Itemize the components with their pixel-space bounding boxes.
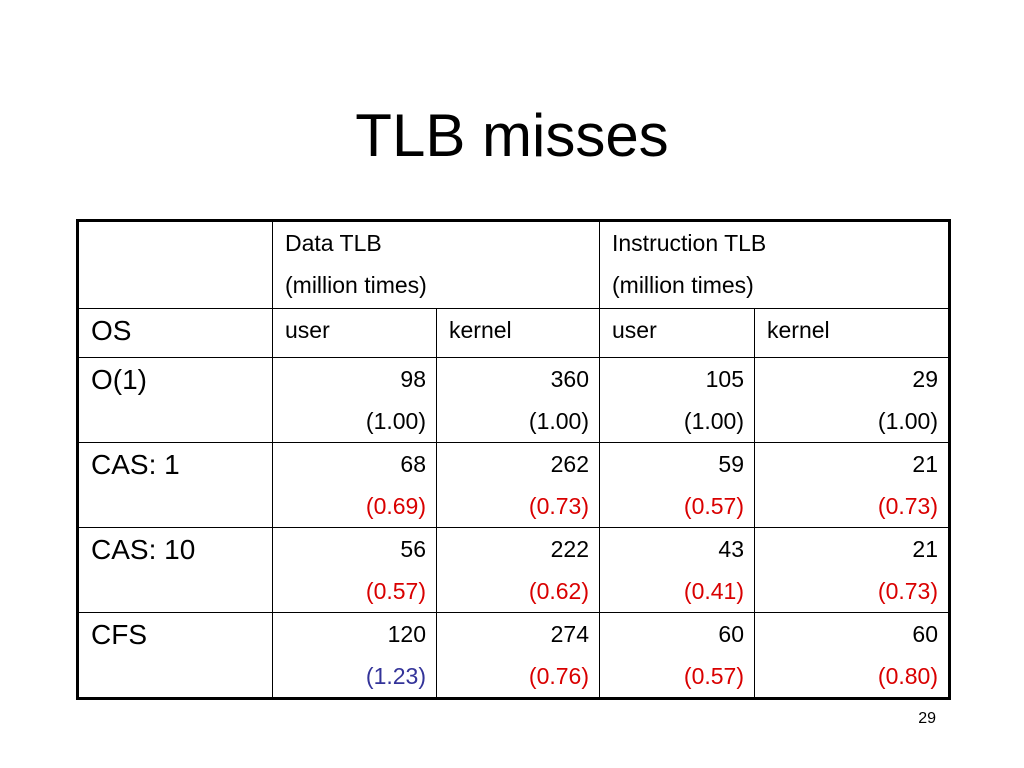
ratio: (1.00): [365, 408, 426, 434]
data-tlb-header-line1: Data TLB: [285, 230, 382, 256]
table-subheader-row: OS user kernel user kernel: [77, 308, 951, 358]
row-label: CFS: [77, 612, 273, 699]
miss-count: 360: [550, 366, 589, 392]
value-cell: 56 (0.57): [272, 527, 437, 613]
value-cell: 60 (0.57): [599, 612, 755, 699]
ratio: (0.73): [877, 493, 939, 519]
ratio: (0.57): [683, 663, 744, 689]
value-cell: 43 (0.41): [599, 527, 755, 613]
tlb-misses-table: Data TLB (million times) Instruction TLB…: [76, 219, 952, 700]
os-label: OS: [77, 308, 273, 358]
table-row: CAS: 1 68 (0.69) 262 (0.73) 59 (0.57) 21 (0.73): [77, 442, 951, 528]
ratio: (0.80): [877, 663, 939, 689]
instruction-tlb-header-line2: (million times): [612, 272, 754, 298]
value-cell: 21 (0.73): [753, 442, 951, 528]
ratio: (0.73): [528, 493, 589, 519]
miss-count: 21: [912, 451, 939, 477]
value-cell: 60 (0.80): [753, 612, 951, 699]
miss-count: 60: [718, 621, 744, 647]
subheader-data-user: user: [272, 308, 437, 358]
miss-count: 43: [718, 536, 744, 562]
value-cell: 98 (1.00): [272, 357, 437, 443]
value-cell: 274 (0.76): [436, 612, 600, 699]
empty-corner-cell: [77, 220, 273, 309]
ratio: (0.62): [528, 578, 589, 604]
miss-count: 274: [550, 621, 589, 647]
value-cell: 120 (1.23): [272, 612, 437, 699]
ratio: (1.23): [365, 663, 426, 689]
ratio: (0.41): [683, 578, 744, 604]
miss-count: 56: [400, 536, 426, 562]
miss-count: 222: [550, 536, 589, 562]
miss-count: 98: [400, 366, 426, 392]
miss-count: 60: [912, 621, 939, 647]
ratio: (1.00): [683, 408, 744, 434]
slide-title: TLB misses: [355, 102, 669, 169]
subheader-instruction-user: user: [599, 308, 755, 358]
miss-count: 105: [705, 366, 744, 392]
miss-count: 59: [718, 451, 744, 477]
value-cell: 105 (1.00): [599, 357, 755, 443]
value-cell: 29 (1.00): [753, 357, 951, 443]
miss-count: 120: [387, 621, 426, 647]
ratio: (0.57): [365, 578, 426, 604]
table-row: CAS: 10 56 (0.57) 222 (0.62) 43 (0.41) 21 (0.73): [77, 527, 951, 613]
data-tlb-header: Data TLB (million times): [272, 220, 600, 309]
row-label: CAS: 1: [77, 442, 273, 528]
data-tlb-header-line2: (million times): [285, 272, 427, 298]
value-cell: 59 (0.57): [599, 442, 755, 528]
subheader-data-kernel: kernel: [436, 308, 600, 358]
value-cell: 222 (0.62): [436, 527, 600, 613]
table-row: CFS 120 (1.23) 274 (0.76) 60 (0.57) 60 (0.80): [77, 612, 951, 699]
miss-count: 21: [912, 536, 939, 562]
value-cell: 21 (0.73): [753, 527, 951, 613]
row-label: CAS: 10: [77, 527, 273, 613]
ratio: (1.00): [528, 408, 589, 434]
miss-count: 262: [550, 451, 589, 477]
subheader-instruction-kernel: kernel: [753, 308, 951, 358]
ratio: (1.00): [877, 408, 939, 434]
ratio: (0.76): [528, 663, 589, 689]
ratio: (0.57): [683, 493, 744, 519]
ratio: (0.73): [877, 578, 939, 604]
value-cell: 360 (1.00): [436, 357, 600, 443]
value-cell: 262 (0.73): [436, 442, 600, 528]
miss-count: 68: [400, 451, 426, 477]
table-header-row: Data TLB (million times) Instruction TLB…: [77, 220, 951, 309]
page-number: 29: [918, 710, 936, 727]
instruction-tlb-header-line1: Instruction TLB: [612, 230, 767, 256]
row-label: O(1): [77, 357, 273, 443]
ratio: (0.69): [365, 493, 426, 519]
table-row: O(1) 98 (1.00) 360 (1.00) 105 (1.00) 29 (1.00): [77, 357, 951, 443]
instruction-tlb-header: Instruction TLB (million times): [598, 220, 951, 309]
miss-count: 29: [912, 366, 939, 392]
value-cell: 68 (0.69): [272, 442, 437, 528]
table-body: O(1) 98 (1.00) 360 (1.00) 105 (1.00) 29 (1.00) CA…: [77, 357, 951, 699]
